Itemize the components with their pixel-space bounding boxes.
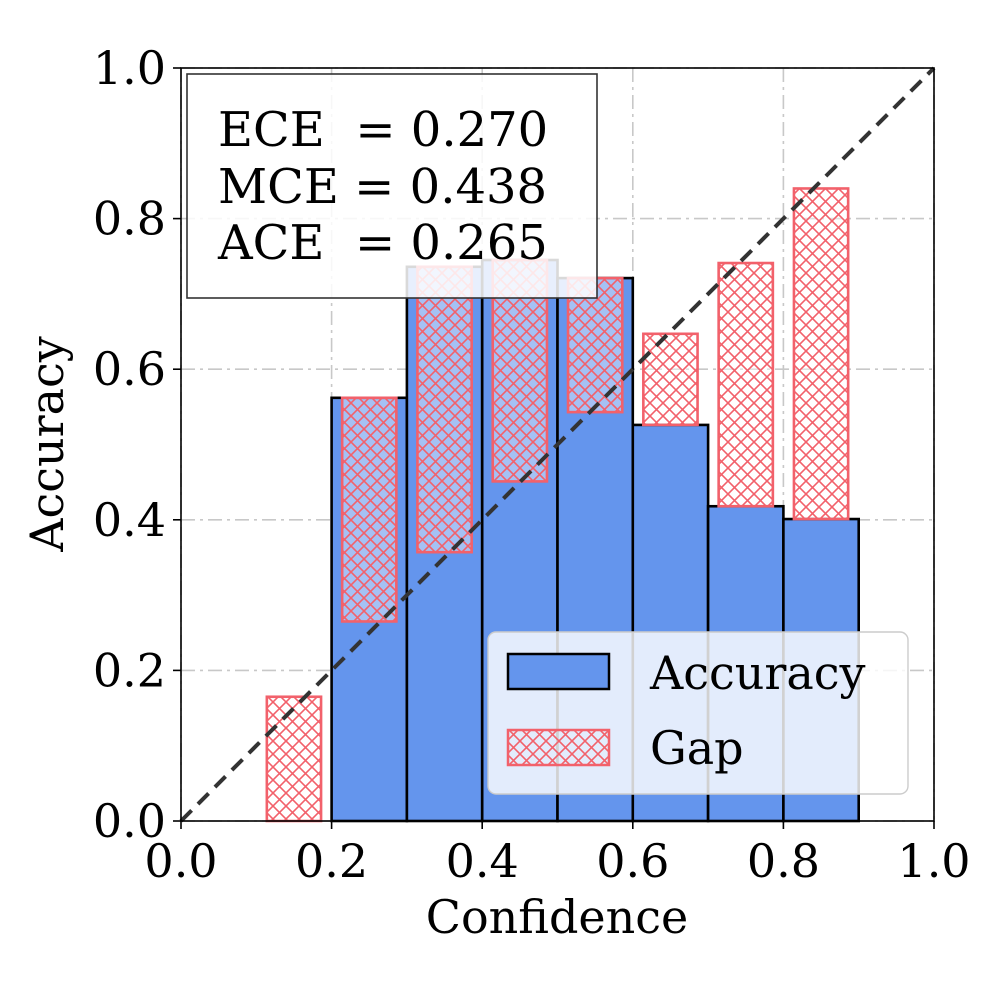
x-tick-label-4: 0.8 <box>747 834 820 888</box>
y-tick-label-4: 0.8 <box>93 192 166 246</box>
gap-bar-6 <box>717 261 775 508</box>
y-tick-label-5: 1.0 <box>93 41 166 95</box>
x-axis-ticks: 0.0 0.2 0.4 0.6 0.8 1.0 <box>144 821 971 888</box>
gap-bar-1 <box>340 396 398 623</box>
x-tick-label-0: 0.0 <box>144 834 217 888</box>
perfect-calibration-line <box>179 66 936 823</box>
y-axis-ticks: 0.0 0.2 0.4 0.6 0.8 1.0 <box>93 41 181 848</box>
metrics-box-frame <box>186 73 598 299</box>
legend-swatch-gap <box>506 728 611 767</box>
x-tick-label-3: 0.6 <box>596 834 669 888</box>
legend-label-accuracy: Accuracy <box>649 646 866 700</box>
metric-ace: ACE = 0.265 <box>217 215 548 271</box>
metric-mce: MCE = 0.438 <box>218 159 547 215</box>
plot-frame <box>180 67 935 822</box>
gap-bar-5 <box>642 332 699 427</box>
metrics-box: ECE = 0.270 MCE = 0.438 ACE = 0.265 <box>186 73 598 299</box>
legend: Accuracy Gap <box>487 631 909 795</box>
y-tick-label-3: 0.6 <box>93 342 166 396</box>
y-tick-label-2: 0.4 <box>93 493 166 547</box>
gap-bar-7 <box>792 187 850 521</box>
y-tick-label-1: 0.2 <box>93 643 166 697</box>
x-tick-label-5: 1.0 <box>897 834 970 888</box>
legend-swatch-accuracy <box>506 652 611 691</box>
x-tick-label-2: 0.4 <box>446 834 519 888</box>
metric-ece: ECE = 0.270 <box>218 102 548 158</box>
x-axis-label: Confidence <box>426 890 688 944</box>
diagonal-line <box>179 66 936 823</box>
gap-bar-0 <box>265 695 323 823</box>
legend-label-gap: Gap <box>650 721 744 775</box>
y-tick-label-0: 0.0 <box>93 794 166 848</box>
y-axis-label: Accuracy <box>20 336 74 553</box>
gap-bars <box>265 187 850 823</box>
x-tick-label-1: 0.2 <box>295 834 368 888</box>
gap-bar-2 <box>416 265 473 554</box>
